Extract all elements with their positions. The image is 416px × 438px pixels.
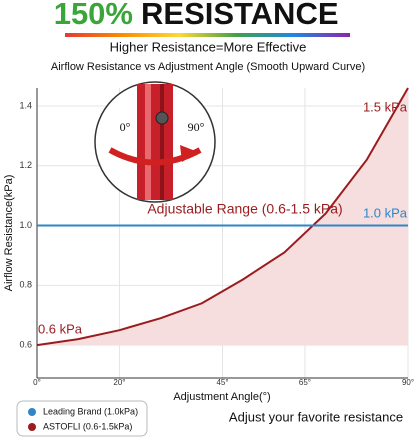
inset-label: 0° [120, 120, 131, 134]
y-tick-label: 1.0 [19, 220, 32, 230]
legend-label: Leading Brand (1.0kPa) [43, 406, 138, 416]
x-tick-label: 90° [402, 378, 414, 387]
y-axis-label: Airflow Resistance(kPa) [3, 175, 15, 292]
subtitle: Higher Resistance=More Effective [110, 39, 307, 54]
x-tick-label: 0° [33, 378, 41, 387]
annotation: 0.6 kPa [38, 321, 83, 336]
inset: 0° 90° [94, 81, 216, 203]
y-tick-label: 1.2 [19, 160, 32, 170]
x-tick-label: 65° [299, 378, 311, 387]
x-axis-label: Adjustment Angle(°) [173, 391, 270, 403]
y-tick-label: 0.8 [19, 280, 32, 290]
y-tick-label: 0.6 [19, 339, 32, 349]
chart-title: Airflow Resistance vs Adjustment Angle (… [51, 61, 365, 73]
title-lead: 150% [54, 0, 133, 31]
inset-label: 90° [188, 120, 205, 134]
footer: Adjust your favorite resistance [229, 409, 403, 424]
title: RESISTANCE [141, 0, 339, 31]
legend-marker [28, 423, 36, 431]
annotation: 1.0 kPa [363, 205, 408, 220]
y-tick-label: 1.4 [19, 100, 32, 110]
x-tick-label: 20° [113, 378, 125, 387]
legend-label: ASTOFLI (0.6-1.5kPa) [43, 421, 132, 431]
x-tick-label: 45° [216, 378, 228, 387]
rainbow-bar [65, 33, 350, 37]
area [37, 88, 408, 346]
legend-marker [28, 408, 36, 416]
annotation: Adjustable Range (0.6-1.5 kPa) [147, 201, 342, 217]
annotation: 1.5 kPa [363, 99, 408, 114]
line [36, 87, 409, 347]
legend [16, 400, 148, 437]
